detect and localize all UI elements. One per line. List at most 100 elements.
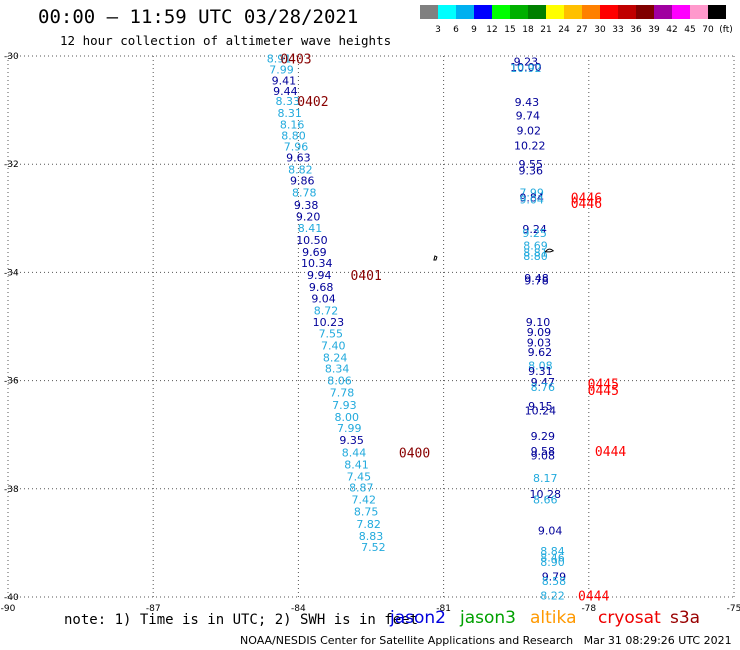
wave-height-value: 9.44 (273, 85, 298, 98)
wave-height-value: 9.84 (519, 192, 544, 205)
x-tick-label: -90 (1, 604, 16, 614)
wave-height-value: 7.93 (332, 399, 357, 412)
scale-swatch (492, 5, 510, 19)
wave-height-value: 9.69 (302, 246, 327, 259)
wave-height-value: 9.35 (339, 434, 364, 447)
wave-height-value: 10.23 (313, 316, 345, 329)
wave-height-value: 9.10 (526, 316, 551, 329)
wave-height-value: 9.79 (542, 570, 567, 583)
wave-height-value: 7.99 (269, 64, 294, 77)
island-outline (433, 255, 438, 261)
scale-swatch (474, 5, 492, 19)
wave-height-value: 7.45 (347, 470, 372, 483)
satellite-legend-jason2: jason2 (390, 608, 446, 628)
wave-height-value: 9.86 (290, 174, 315, 187)
scale-label: 18 (522, 25, 534, 35)
pass-time-label: 0445 (588, 384, 619, 399)
scale-label: (ft) (719, 25, 733, 35)
scale-swatch (582, 5, 600, 19)
scale-label: 39 (648, 25, 660, 35)
wave-height-value: 8.17 (533, 472, 558, 485)
y-tick-label: -36 (4, 377, 19, 387)
wave-height-value: 7.99 (519, 186, 544, 199)
pass-time-label: 0403 (280, 53, 311, 68)
wave-height-value: 8.83 (359, 530, 384, 543)
x-tick-label: -75 (727, 604, 740, 614)
wave-height-value: 8.82 (288, 164, 313, 177)
wave-height-value: 7.52 (361, 541, 386, 554)
scale-label: 9 (471, 25, 477, 35)
wave-height-value: 9.15 (528, 400, 553, 413)
y-tick-label: -32 (4, 160, 19, 170)
wave-height-value: 8.46 (540, 552, 565, 565)
scale-label: 21 (540, 25, 552, 35)
wave-height-value: 9.41 (272, 74, 297, 87)
wave-height-value: 9.29 (531, 430, 556, 443)
wave-height-value: 8.87 (349, 482, 374, 495)
wave-height-value: 8.91 (267, 53, 292, 66)
scale-label: 3 (435, 25, 441, 35)
wave-height-value: 8.84 (540, 545, 565, 558)
pass-time-label: 0446 (571, 197, 602, 212)
wave-height-value: 9.03 (527, 337, 552, 350)
wave-height-value: 8.34 (325, 363, 350, 376)
y-tick-label: -38 (4, 485, 19, 495)
scale-swatch (438, 5, 456, 19)
wave-height-value: 9.04 (538, 524, 563, 537)
wave-height-value: 9.78 (524, 275, 549, 288)
wave-height-value: 8.41 (298, 222, 323, 235)
wave-height-value: 8.08 (528, 359, 553, 372)
wave-height-value: 10.50 (296, 234, 328, 247)
y-tick-label: -34 (4, 268, 19, 278)
scale-label: 12 (486, 25, 498, 35)
pass-time-label: 0446 (571, 192, 602, 207)
wave-height-value: 7.96 (284, 140, 309, 153)
scale-swatch (672, 5, 690, 19)
wave-height-value: 8.90 (540, 556, 565, 569)
wave-height-value: 9.55 (518, 158, 543, 171)
wave-height-value: 8.75 (354, 506, 379, 519)
scale-swatch (528, 5, 546, 19)
scale-swatch (510, 5, 528, 19)
pass-time-label: 0401 (351, 269, 382, 284)
wave-height-value: 9.24 (522, 223, 547, 236)
pass-time-label: 0444 (595, 445, 626, 460)
scale-swatch (600, 5, 618, 19)
wave-height-value: 8.31 (277, 107, 302, 120)
scale-swatch (636, 5, 654, 19)
wave-height-value: 8.69 (523, 239, 548, 252)
wave-height-value: 8.78 (292, 186, 317, 199)
wave-height-value: 9.63 (286, 152, 311, 165)
wave-height-value: 8.44 (342, 447, 367, 460)
wave-height-value: 8.72 (314, 304, 339, 317)
wave-height-value: 7.42 (351, 494, 376, 507)
footer-note: note: 1) Time is in UTC; 2) SWH is in fe… (64, 612, 419, 628)
wave-height-value: 8.80 (523, 250, 548, 263)
chart-subtitle: 12 hour collection of altimeter wave hei… (60, 33, 392, 48)
x-tick-label: -87 (146, 604, 161, 614)
wave-height-value: 8.41 (344, 458, 369, 471)
wave-height-value: 10.00 (510, 61, 542, 74)
scale-swatch (420, 5, 438, 19)
wave-height-value: 9.62 (528, 346, 553, 359)
wave-height-value: 9.68 (309, 281, 334, 294)
wave-height-value: 8.06 (327, 375, 352, 388)
satellite-legend-cryosat: cryosat (598, 608, 661, 628)
wave-height-value: 8.80 (281, 130, 306, 143)
scale-swatch (546, 5, 564, 19)
satellite-legend-altika: altika (530, 608, 577, 628)
chart-title: 00:00 – 11:59 UTC 03/28/2021 (38, 6, 359, 28)
wave-height-value: 10.22 (514, 139, 546, 152)
wave-height-value: 7.82 (356, 518, 381, 531)
wave-height-value: 9.74 (516, 110, 541, 123)
wave-height-value: 8.76 (531, 381, 556, 394)
wave-height-value: 9.38 (294, 199, 319, 212)
satellite-legend-s3a: s3a (670, 608, 701, 628)
pass-time-label: 0402 (297, 95, 328, 110)
x-tick-label: -81 (436, 604, 451, 614)
wave-height-value: 9.02 (517, 125, 542, 138)
satellite-legend-jason3: jason3 (460, 608, 516, 628)
scale-label: 45 (684, 25, 696, 35)
wave-height-value: 8.81 (523, 246, 548, 259)
